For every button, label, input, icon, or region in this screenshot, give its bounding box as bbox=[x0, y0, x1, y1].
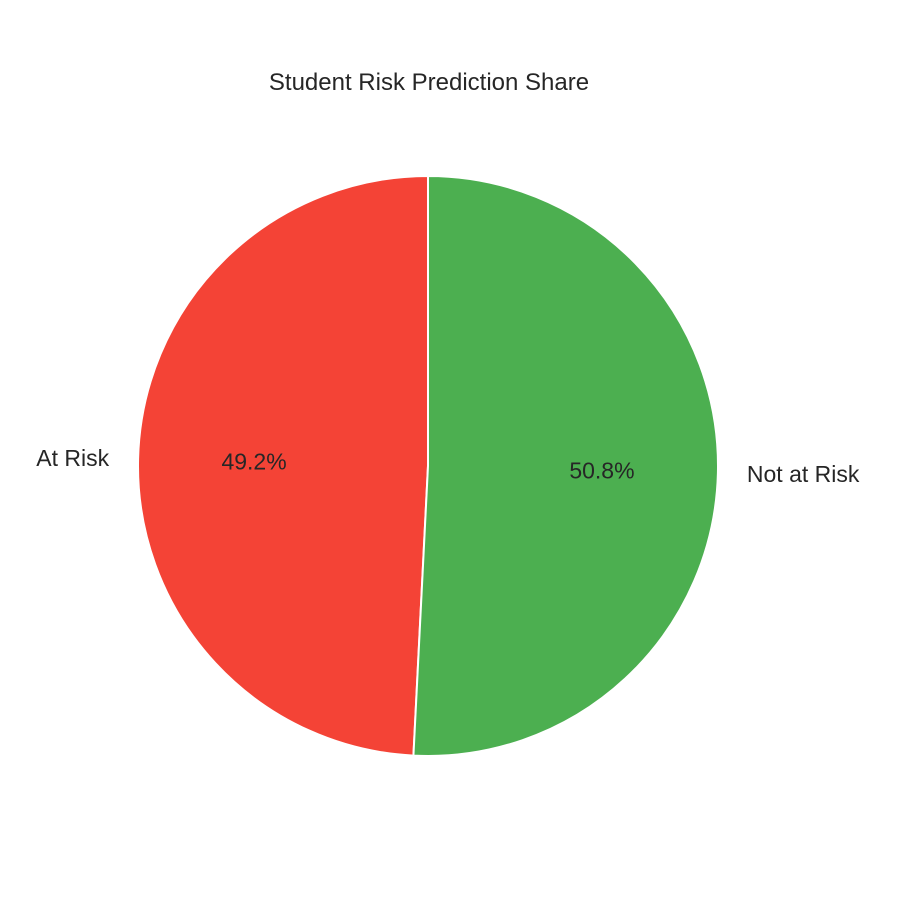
slice-label-not-at-risk: Not at Risk bbox=[747, 461, 860, 487]
slice-percent-not-at-risk: 50.8% bbox=[569, 457, 634, 483]
pie-slice-not-at-risk bbox=[413, 176, 718, 756]
slice-label-at-risk: At Risk bbox=[36, 445, 109, 471]
slice-percent-at-risk: 49.2% bbox=[221, 449, 286, 475]
chart-title: Student Risk Prediction Share bbox=[269, 69, 589, 96]
